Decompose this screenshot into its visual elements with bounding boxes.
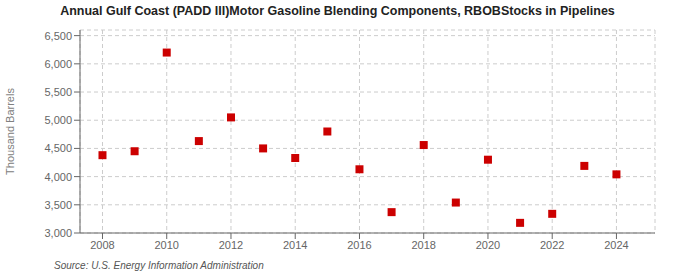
svg-text:2010: 2010 — [154, 239, 178, 251]
svg-text:2014: 2014 — [283, 239, 307, 251]
svg-text:6,500: 6,500 — [44, 30, 72, 42]
svg-text:2012: 2012 — [219, 239, 243, 251]
svg-text:3,000: 3,000 — [44, 227, 72, 239]
svg-text:2024: 2024 — [604, 239, 628, 251]
svg-text:5,500: 5,500 — [44, 86, 72, 98]
svg-text:3,500: 3,500 — [44, 199, 72, 211]
svg-text:5,000: 5,000 — [44, 114, 72, 126]
svg-text:Thousand Barrels: Thousand Barrels — [4, 88, 16, 175]
svg-text:2020: 2020 — [476, 239, 500, 251]
svg-text:6,000: 6,000 — [44, 58, 72, 70]
svg-text:2016: 2016 — [347, 239, 371, 251]
svg-text:2018: 2018 — [411, 239, 435, 251]
html-text:Annual Gulf Coast (PADD III)Mo: Annual Gulf Coast (PADD III)Motor Gasoli… — [60, 4, 615, 18]
svg-text:4,500: 4,500 — [44, 142, 72, 154]
html-text:Source: U.S. Energy Informatio: Source: U.S. Energy Information Administ… — [54, 260, 264, 271]
svg-text:2022: 2022 — [540, 239, 564, 251]
svg-text:4,000: 4,000 — [44, 171, 72, 183]
svg-text:2008: 2008 — [90, 239, 114, 251]
